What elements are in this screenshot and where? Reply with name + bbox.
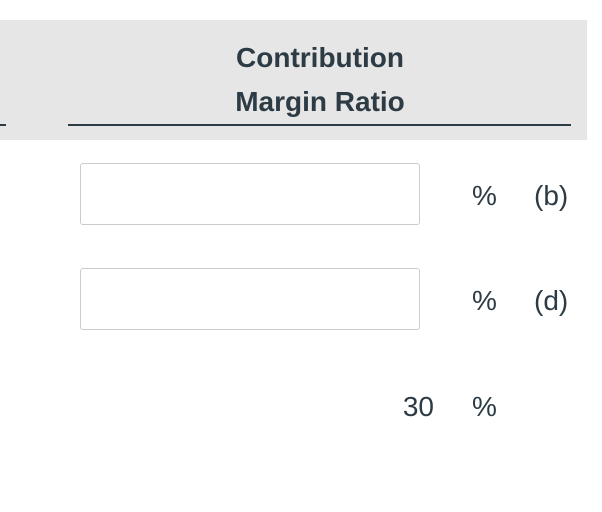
header-rule (68, 124, 571, 126)
header-title: Margin Ratio (235, 86, 405, 117)
row-tag: (b) (534, 180, 569, 211)
cell-text: ) (0, 180, 1, 212)
header-rule (0, 124, 6, 126)
unit: % (472, 391, 497, 422)
header-title: Contribution (236, 42, 404, 73)
text-input[interactable] (80, 163, 420, 225)
header-band (0, 20, 587, 140)
row-tag: (d) (534, 285, 569, 316)
cell-value: 30 (402, 391, 434, 422)
unit: % (472, 285, 497, 316)
text-input[interactable] (80, 268, 420, 330)
unit: % (472, 180, 497, 211)
